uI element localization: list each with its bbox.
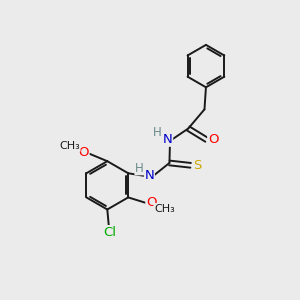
Text: O: O xyxy=(208,133,218,146)
Text: O: O xyxy=(146,196,156,208)
Text: CH₃: CH₃ xyxy=(59,141,80,151)
Text: H: H xyxy=(153,126,162,139)
Text: Cl: Cl xyxy=(104,226,117,239)
Text: CH₃: CH₃ xyxy=(154,204,175,214)
Text: N: N xyxy=(145,169,154,182)
Text: S: S xyxy=(193,159,201,172)
Text: N: N xyxy=(163,133,172,146)
Text: H: H xyxy=(135,162,144,175)
Text: O: O xyxy=(79,146,89,159)
